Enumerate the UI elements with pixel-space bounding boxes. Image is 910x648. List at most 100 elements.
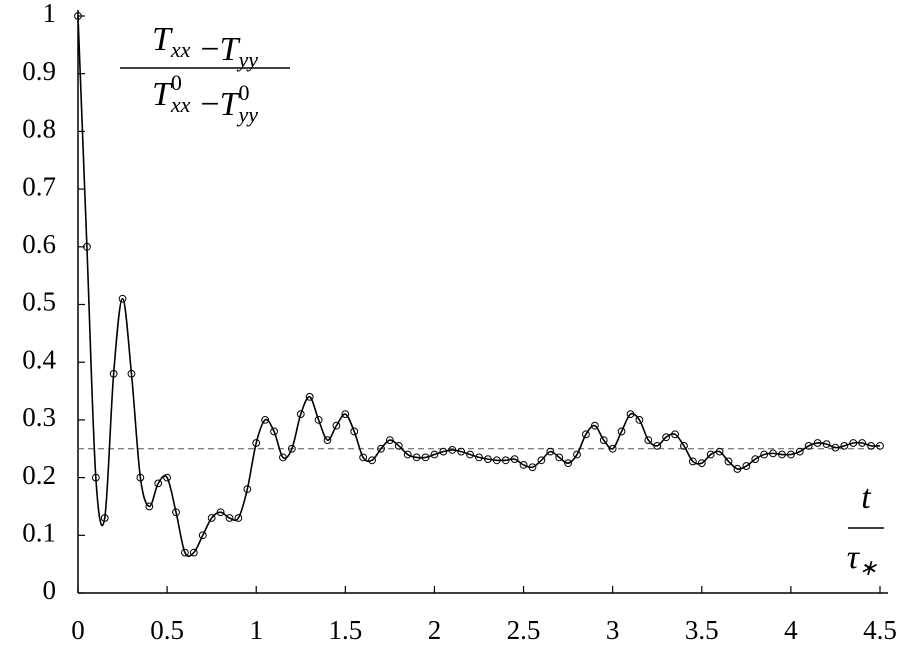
x-tick-label: 2 xyxy=(428,615,442,645)
symbol: T xyxy=(220,86,241,123)
data-point xyxy=(332,421,341,430)
data-point xyxy=(769,449,777,458)
data-point xyxy=(804,441,813,450)
x-tick-label: 1 xyxy=(249,615,263,645)
data-point xyxy=(172,508,180,517)
y-tick-label: 0.6 xyxy=(22,229,56,259)
subscript: xx xyxy=(170,92,191,117)
data-point xyxy=(421,453,430,462)
symbol: T xyxy=(220,31,241,68)
data-point xyxy=(74,12,82,20)
data-point xyxy=(653,441,662,450)
data-point xyxy=(484,455,492,464)
data-point xyxy=(403,450,412,459)
data-point xyxy=(831,443,840,452)
data-point xyxy=(688,457,697,466)
data-point xyxy=(207,514,216,522)
data-point xyxy=(136,473,145,482)
data-point xyxy=(858,439,867,447)
operator: − xyxy=(200,31,219,68)
data-point xyxy=(475,453,483,462)
data-point xyxy=(457,447,466,456)
x-tick-label: 4.5 xyxy=(863,615,897,645)
data-point xyxy=(385,436,394,444)
subscript: yy xyxy=(237,102,259,127)
data-point xyxy=(189,548,198,557)
data-point xyxy=(644,436,653,444)
data-point xyxy=(760,450,769,459)
y-tick-label: 0 xyxy=(43,575,57,605)
data-point xyxy=(626,410,635,419)
data-point xyxy=(822,440,831,449)
data-point xyxy=(225,514,234,522)
data-point xyxy=(181,548,189,557)
data-point xyxy=(510,455,519,464)
y-tick-label: 0.9 xyxy=(22,56,56,86)
data-point xyxy=(840,441,849,450)
superscript: 0 xyxy=(171,70,182,95)
x-tick-label: 3 xyxy=(606,615,620,645)
data-point xyxy=(528,463,537,472)
data-point xyxy=(876,441,884,450)
x-tick-label: 1.5 xyxy=(328,615,362,645)
data-point xyxy=(608,444,617,453)
data-point xyxy=(279,453,287,462)
x-tick-label: 0.5 xyxy=(150,615,184,645)
data-point xyxy=(671,430,679,439)
x-tick-label: 3.5 xyxy=(685,615,719,645)
data-point xyxy=(154,479,163,488)
data-point xyxy=(813,439,822,447)
data-point xyxy=(359,453,368,462)
y-tick-label: 0.2 xyxy=(22,460,56,490)
data-line xyxy=(77,15,881,558)
symbol: τ xyxy=(847,539,861,576)
data-point xyxy=(100,514,109,522)
data-point xyxy=(287,444,296,453)
data-point xyxy=(501,456,510,465)
symbol: T xyxy=(152,76,173,113)
y-tick-label: 0.8 xyxy=(22,114,56,144)
data-point xyxy=(109,369,118,378)
data-point xyxy=(706,450,715,459)
data-point xyxy=(261,416,270,424)
data-point xyxy=(439,447,448,456)
data-point xyxy=(582,430,590,439)
data-point xyxy=(270,427,278,436)
data-point xyxy=(448,446,457,454)
data-point xyxy=(243,485,252,494)
data-point xyxy=(234,514,243,522)
data-point xyxy=(430,450,439,459)
data-point xyxy=(733,465,742,473)
data-point xyxy=(252,439,261,447)
operator: − xyxy=(200,86,219,123)
y-tick-label: 0.3 xyxy=(22,402,56,432)
y-tick-label: 1 xyxy=(43,0,57,28)
data-point xyxy=(635,416,644,424)
y-tick-label: 0.1 xyxy=(22,518,56,548)
data-point xyxy=(751,455,760,464)
y-tick-label: 0.5 xyxy=(22,287,56,317)
data-point xyxy=(314,416,323,424)
data-point xyxy=(492,456,501,465)
subscript: xx xyxy=(170,37,191,62)
data-point xyxy=(786,450,795,459)
data-point xyxy=(341,410,350,419)
data-point xyxy=(163,473,172,482)
x-tick-label: 0 xyxy=(71,615,85,645)
x-tick-label: 4 xyxy=(784,615,798,645)
subscript: ∗ xyxy=(859,555,878,580)
data-point xyxy=(590,421,599,430)
data-point xyxy=(350,427,359,436)
data-point xyxy=(617,427,626,436)
data-point xyxy=(778,450,786,459)
data-point xyxy=(394,441,403,450)
data-point xyxy=(795,447,804,456)
data-point xyxy=(145,502,154,511)
data-point xyxy=(849,439,858,447)
x-label-denominator: τ∗ xyxy=(847,539,878,580)
x-label-numerator: t xyxy=(861,479,872,516)
data-point xyxy=(742,462,751,470)
data-point xyxy=(323,436,332,444)
data-point xyxy=(662,433,671,442)
data-point xyxy=(573,450,581,459)
